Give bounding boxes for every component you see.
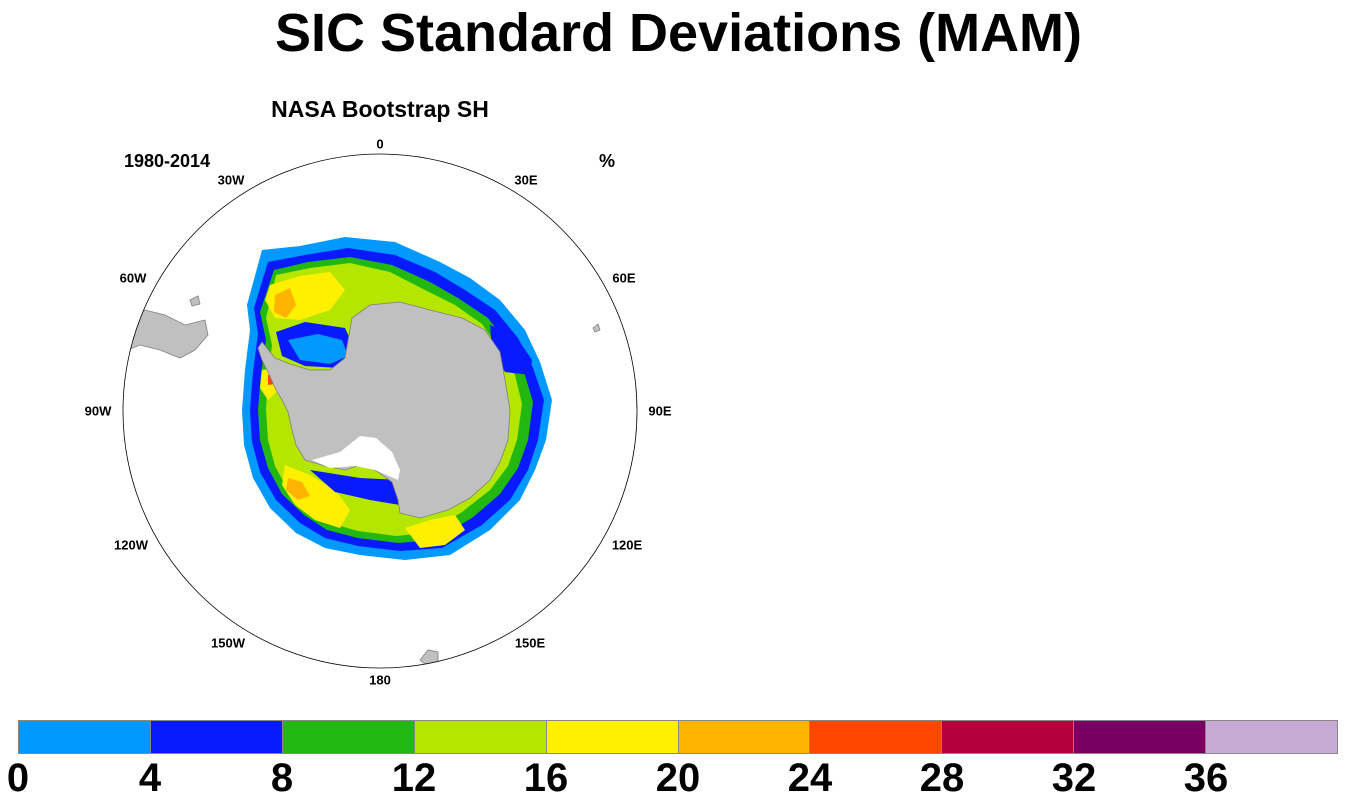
lon-label-90w: 90W	[84, 403, 112, 419]
kerguelen-island	[592, 323, 601, 333]
colorbar-box-1	[150, 721, 283, 753]
polar-map	[122, 153, 638, 669]
colorbar-box-0	[19, 721, 151, 753]
map-content	[123, 237, 601, 668]
lon-label-180: 180	[369, 672, 391, 688]
colorbar-label-4: 16	[523, 756, 569, 800]
period-label: 1980-2014	[124, 151, 211, 171]
band-16-20-east	[405, 515, 465, 548]
lon-label-60e: 60E	[612, 270, 636, 286]
map-boundary	[122, 153, 638, 669]
units-label: %	[599, 151, 616, 171]
band-16-20-ross	[282, 465, 350, 528]
colorbar-box-8	[1074, 721, 1207, 753]
colorbar	[18, 720, 1338, 754]
new-zealand-landmass	[419, 649, 439, 668]
colorbar-box-9	[1206, 721, 1338, 753]
lon-label-30e: 30E	[514, 172, 538, 188]
lon-label-90e: 90E	[648, 403, 672, 419]
coastal-weddell-light	[288, 334, 348, 364]
colorbar-label-7: 28	[919, 756, 965, 800]
colorbar-label-5: 20	[655, 756, 701, 800]
band-20-24-ross	[286, 478, 310, 500]
colorbar-label-3: 12	[391, 756, 437, 800]
figure-title: SIC Standard Deviations (MAM)	[274, 3, 1083, 63]
colorbar-box-7	[942, 721, 1075, 753]
colorbar-box-3	[414, 721, 547, 753]
colorbar-label-8: 32	[1051, 756, 1097, 800]
coastal-ross-blue	[310, 470, 400, 505]
colorbar-box-4	[546, 721, 679, 753]
ross-ice-shelf	[312, 436, 400, 480]
colorbar-box-6	[810, 721, 943, 753]
colorbar-box-2	[282, 721, 415, 753]
colorbar-label-9: 36	[1183, 756, 1229, 800]
colorbar-label-0: 0	[6, 756, 30, 800]
lon-label-120e: 120E	[611, 537, 643, 553]
colorbar-box-5	[678, 721, 811, 753]
lon-label-150e: 150E	[514, 635, 546, 651]
band-20-24-weddell	[274, 288, 296, 318]
panel-title: NASA Bootstrap SH	[271, 96, 489, 122]
colorbar-label-1: 4	[138, 756, 162, 800]
lon-label-30w: 30W	[217, 172, 245, 188]
lon-label-0: 0	[376, 136, 384, 152]
lon-label-120w: 120W	[114, 537, 148, 553]
colorbar-label-6: 24	[787, 756, 833, 800]
lon-label-60w: 60W	[119, 270, 147, 286]
lon-label-150w: 150W	[211, 635, 245, 651]
colorbar-label-2: 8	[270, 756, 294, 800]
south-america-landmass	[123, 309, 209, 359]
falkland-islands	[189, 295, 201, 307]
